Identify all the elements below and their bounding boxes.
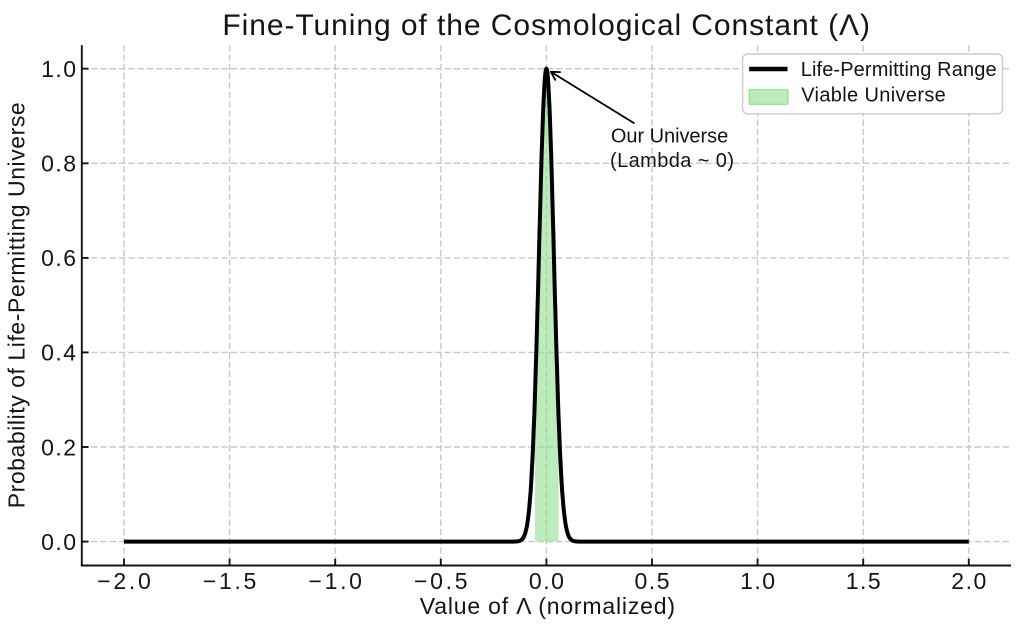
svg-text:−0.5: −0.5	[414, 568, 468, 594]
svg-text:Probability of Life-Permitting: Probability of Life-Permitting Universe	[3, 102, 29, 508]
svg-text:1.5: 1.5	[846, 568, 881, 594]
svg-text:Our Universe: Our Universe	[611, 126, 728, 148]
svg-text:−2.0: −2.0	[97, 568, 151, 594]
svg-text:Value of Λ (normalized): Value of Λ (normalized)	[420, 593, 675, 619]
svg-text:Life-Permitting Range: Life-Permitting Range	[801, 59, 997, 81]
svg-text:2.0: 2.0	[951, 568, 986, 594]
svg-text:−1.0: −1.0	[308, 568, 362, 594]
svg-text:0.2: 0.2	[41, 434, 76, 460]
svg-text:Viable Universe: Viable Universe	[801, 85, 946, 107]
svg-text:(Lambda ~ 0): (Lambda ~ 0)	[610, 150, 734, 172]
svg-text:0.0: 0.0	[529, 568, 564, 594]
svg-text:0.4: 0.4	[41, 340, 76, 366]
svg-text:0.6: 0.6	[41, 245, 76, 271]
svg-text:−1.5: −1.5	[203, 568, 257, 594]
svg-text:1.0: 1.0	[41, 56, 76, 82]
svg-text:1.0: 1.0	[740, 568, 775, 594]
svg-text:0.0: 0.0	[41, 529, 76, 555]
svg-text:0.8: 0.8	[41, 151, 76, 177]
svg-text:Fine-Tuning of the Cosmologica: Fine-Tuning of the Cosmological Constant…	[222, 9, 870, 42]
svg-text:0.5: 0.5	[635, 568, 670, 594]
